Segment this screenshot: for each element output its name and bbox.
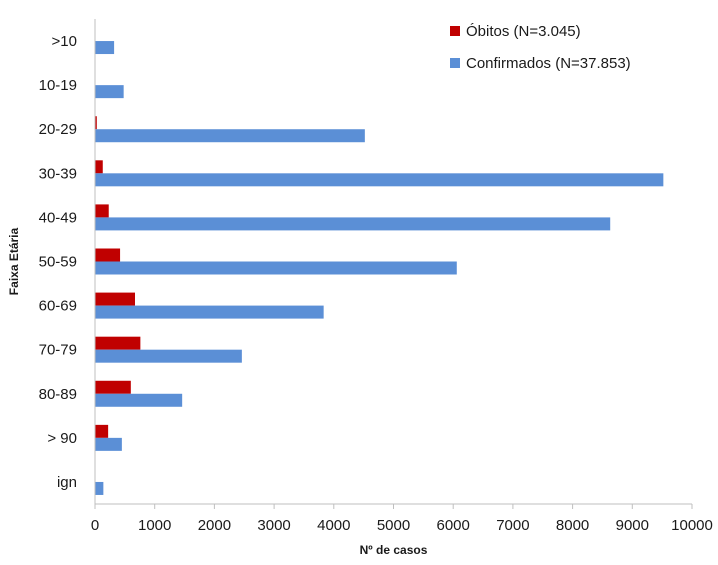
bar-confirmados-8 [95,394,182,407]
bar-confirmados-1 [95,85,124,98]
x-tick-label-2: 2000 [198,517,231,534]
bar-obitos-8 [95,381,131,394]
category-label-4: 40-49 [39,209,77,226]
legend-label-0: Óbitos (N=3.045) [466,23,581,40]
bar-obitos-3 [95,160,103,173]
y-axis-title: Faixa Etária [7,227,21,295]
x-tick-label-4: 4000 [317,517,350,534]
x-tick-label-0: 0 [91,517,99,534]
category-label-0: >10 [52,33,77,50]
category-labels: >10 10-19 20-29 30-39 40-49 50-59 60-69 70-79 80… [39,33,77,491]
bar-confirmados-7 [95,350,242,363]
bar-obitos-7 [95,337,140,350]
x-tick-label-10: 10000 [671,517,713,534]
category-label-5: 50-59 [39,254,77,271]
x-tick-label-8: 8000 [556,517,589,534]
legend-label-1: Confirmados (N=37.853) [466,55,631,72]
legend: Óbitos (N=3.045) Confirmados (N=37.853) [450,23,631,72]
legend-swatch-0 [450,26,460,36]
x-axis-title: Nº de casos [360,543,428,557]
x-tick-label-7: 7000 [496,517,529,534]
x-tick-label-9: 9000 [616,517,649,534]
bars-layer [95,28,663,495]
x-tick-label-1: 1000 [138,517,171,534]
x-tick-marks [95,504,692,509]
legend-swatch-1 [450,58,460,68]
category-label-8: 80-89 [39,386,77,403]
bar-confirmados-2 [95,129,365,142]
bar-confirmados-6 [95,306,324,319]
bar-confirmados-5 [95,262,457,275]
category-label-9: > 90 [47,430,77,447]
bar-confirmados-10 [95,482,103,495]
bar-confirmados-0 [95,41,114,54]
bar-confirmados-3 [95,173,663,186]
category-label-10: ign [57,474,77,491]
category-label-3: 30-39 [39,165,77,182]
bar-obitos-6 [95,293,135,306]
bar-confirmados-9 [95,438,122,451]
category-label-1: 10-19 [39,77,77,94]
category-label-6: 60-69 [39,298,77,315]
bar-obitos-5 [95,249,120,262]
x-tick-label-3: 3000 [257,517,290,534]
x-tick-label-6: 6000 [437,517,470,534]
x-tick-label-5: 5000 [377,517,410,534]
x-tick-labels: 0 1000 2000 3000 4000 5000 6000 7000 8000 9000 100… [91,517,713,534]
category-label-7: 70-79 [39,342,77,359]
bar-confirmados-4 [95,217,610,230]
bar-obitos-4 [95,204,109,217]
category-label-2: 20-29 [39,121,77,138]
bar-obitos-9 [95,425,108,438]
